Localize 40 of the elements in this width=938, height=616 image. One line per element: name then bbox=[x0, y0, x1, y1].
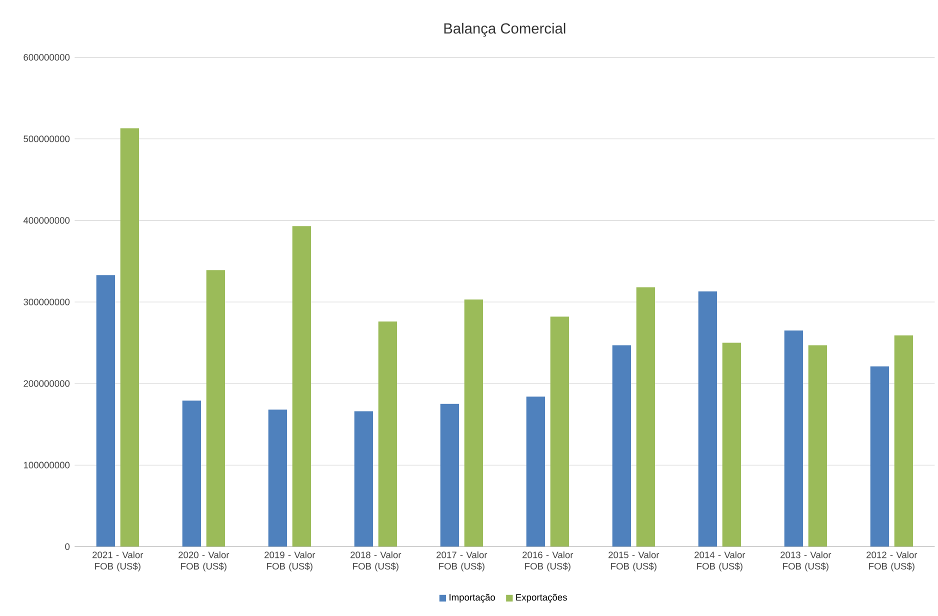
x-tick-label: 2014 - Valor FOB (US$) bbox=[694, 551, 746, 572]
y-tick-label: 100000000 bbox=[24, 462, 70, 468]
x-tick-label: 2020 - Valor FOB (US$) bbox=[178, 551, 230, 572]
bar bbox=[612, 345, 632, 547]
bar bbox=[120, 128, 140, 547]
x-tick-label: 2021 - Valor FOB (US$) bbox=[92, 551, 144, 572]
bar bbox=[268, 410, 288, 547]
bar bbox=[206, 270, 226, 547]
x-tick-label: 2015 - Valor FOB (US$) bbox=[608, 551, 660, 572]
chart-title: Balança Comercial bbox=[444, 22, 566, 37]
bar bbox=[526, 396, 546, 547]
bar bbox=[808, 345, 828, 547]
y-tick-label: 500000000 bbox=[24, 136, 70, 142]
x-tick-label: 2019 - Valor FOB (US$) bbox=[264, 551, 316, 572]
y-tick-label: 400000000 bbox=[23, 217, 70, 224]
x-tick-label: 2013 - Valor FOB (US$) bbox=[780, 551, 832, 572]
x-tick-label: 2016 - Valor FOB (US$) bbox=[522, 551, 574, 572]
legend-label: Importação bbox=[450, 594, 496, 603]
bar bbox=[354, 411, 374, 547]
bar bbox=[722, 342, 742, 547]
x-tick-label: 2017 - Valor FOB (US$) bbox=[436, 551, 488, 572]
y-tick-label: 300000000 bbox=[24, 298, 70, 306]
bar bbox=[292, 226, 312, 547]
y-tick-label: 0 bbox=[65, 543, 70, 550]
bar bbox=[378, 322, 398, 547]
y-tick-label: 200000000 bbox=[24, 380, 70, 387]
x-tick-label: 2018 - Valor FOB (US$) bbox=[350, 551, 402, 572]
bar bbox=[784, 330, 804, 547]
bar bbox=[870, 366, 890, 547]
bar bbox=[698, 291, 718, 547]
bar bbox=[636, 287, 656, 547]
y-tick-label: 600000000 bbox=[24, 54, 70, 61]
bar bbox=[182, 400, 202, 547]
x-tick-label: 2012 - Valor FOB (US$) bbox=[866, 551, 918, 572]
bar bbox=[464, 300, 484, 547]
bar bbox=[440, 404, 460, 547]
bar bbox=[96, 275, 116, 547]
legend-label: Exportações bbox=[516, 594, 567, 603]
bar bbox=[550, 316, 570, 547]
bar bbox=[894, 335, 914, 547]
